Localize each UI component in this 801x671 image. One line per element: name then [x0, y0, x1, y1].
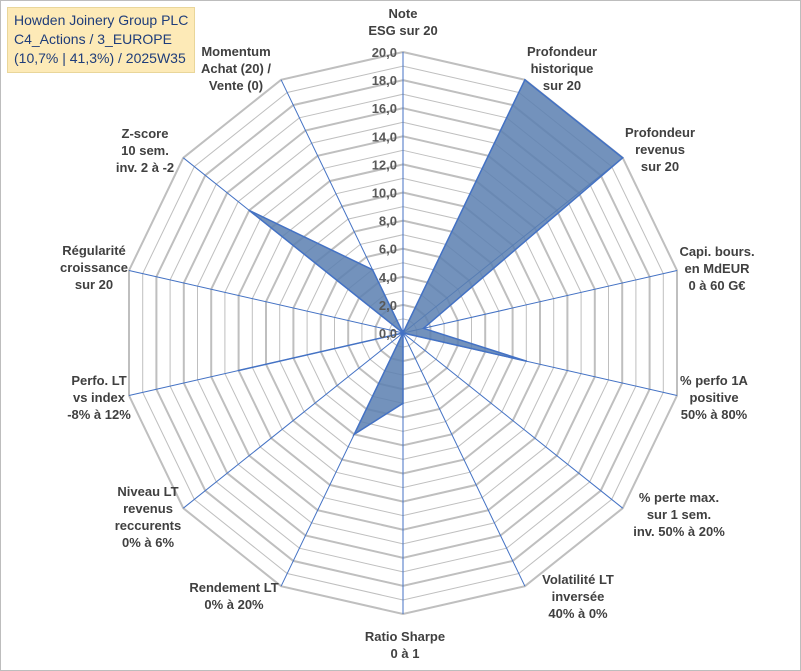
label-layer: Note ESG sur 20 Profondeur historique sur 20…: [60, 6, 755, 661]
axis-label: Ratio Sharpe 0 à 1: [365, 629, 445, 661]
axis-label-line: sur 20: [641, 159, 679, 174]
axis-label-line: Note: [389, 6, 418, 21]
axis-label-line: Niveau LT: [117, 484, 178, 499]
tick-label: 2,0: [379, 298, 397, 313]
chart-title-box: Howden Joinery Group PLC C4_Actions / 3_…: [7, 7, 196, 73]
axis-label-line: ESG sur 20: [368, 23, 437, 38]
tick-label: 20,0: [372, 45, 397, 60]
axis-spoke: [128, 270, 404, 334]
axis-label-line: Achat (20) /: [201, 61, 271, 76]
data-point: [237, 369, 240, 372]
axis-label-line: Momentum: [201, 44, 270, 59]
axis-label-line: 10 sem.: [121, 143, 169, 158]
axis-label-line: positive: [689, 390, 738, 405]
axis-label-line: 50% à 80%: [681, 407, 748, 422]
title-line-3: (10,7% | 41,3%) / 2025W35: [14, 50, 186, 66]
axis-label: Niveau LT revenus reccurents 0% à 6%: [115, 484, 181, 550]
axis-label: % perfo 1A positive 50% à 80%: [680, 373, 749, 422]
axis-label-line: sur 20: [75, 277, 113, 292]
axis-label-line: inv. 50% à 20%: [633, 524, 725, 539]
axis-label: Momentum Achat (20) / Vente (0): [201, 44, 271, 93]
axis-label: % perte max. sur 1 sem. inv. 50% à 20%: [633, 490, 725, 539]
axis-label: Note ESG sur 20: [368, 6, 437, 38]
axis-label-line: en MdEUR: [685, 261, 751, 276]
axis-label-line: -8% à 12%: [67, 407, 131, 422]
axis-label-line: sur 1 sem.: [647, 507, 711, 522]
axis-label-line: Profondeur: [527, 44, 597, 59]
axis-label-line: inv. 2 à -2: [116, 160, 174, 175]
axis-label-line: 0% à 6%: [122, 535, 174, 550]
axis-label: Rendement LT 0% à 20%: [189, 580, 278, 612]
axis-label-line: vs index: [73, 390, 126, 405]
data-point: [525, 360, 528, 362]
data-point: [353, 433, 356, 436]
axis-label-line: revenus: [635, 142, 685, 157]
axis-label-line: Perfo. LT: [71, 373, 126, 388]
data-point: [402, 402, 404, 405]
data-point: [371, 268, 374, 271]
axis-label-line: % perfo 1A: [680, 373, 749, 388]
data-point: [422, 327, 425, 330]
axis-label: Profondeur revenus sur 20: [625, 125, 695, 174]
axis-label-line: Régularité: [62, 243, 126, 258]
tick-label: 0,0: [379, 326, 397, 341]
axis-label-line: Rendement LT: [189, 580, 278, 595]
axis-label-line: Volatilité LT: [542, 572, 614, 587]
tick-label: 8,0: [379, 214, 397, 229]
axis-label: Z-score 10 sem. inv. 2 à -2: [116, 126, 174, 175]
axis-label: Profondeur historique sur 20: [527, 44, 597, 93]
axis-label-line: Capi. bours.: [679, 244, 754, 259]
data-point: [248, 209, 250, 212]
axis-label: Régularité croissance sur 20: [60, 243, 128, 292]
axis-label-line: inversée: [552, 589, 605, 604]
axis-label-line: reccurents: [115, 518, 181, 533]
series-area: [238, 78, 624, 437]
axis-label: Volatilité LT inversée 40% à 0%: [542, 572, 614, 621]
axis-label-line: 0 à 60 G€: [688, 278, 745, 293]
tick-label: 4,0: [379, 270, 397, 285]
axis-spoke: [402, 270, 678, 334]
axis-label-line: Ratio Sharpe: [365, 629, 445, 644]
title-line-2: C4_Actions / 3_EUROPE: [14, 31, 172, 47]
axis-label-line: Vente (0): [209, 78, 263, 93]
title-line-1: Howden Joinery Group PLC: [14, 12, 189, 28]
tick-label: 10,0: [372, 186, 397, 201]
tick-label: 6,0: [379, 242, 397, 257]
series-layer: [237, 78, 624, 437]
axis-label-line: croissance: [60, 260, 128, 275]
axis-label-line: 0 à 1: [391, 646, 420, 661]
axis-label-line: % perte max.: [639, 490, 719, 505]
data-point: [524, 79, 526, 81]
axis-spoke: [402, 332, 526, 587]
axis-label-line: revenus: [123, 501, 173, 516]
axis-label-line: 40% à 0%: [548, 606, 608, 621]
axis-label-line: Z-score: [122, 126, 169, 141]
axis-label-line: Profondeur: [625, 125, 695, 140]
tick-label: 16,0: [372, 101, 397, 116]
axis-spoke: [402, 332, 624, 509]
axis-label-line: 0% à 20%: [204, 597, 264, 612]
axis-spoke: [182, 332, 404, 509]
axis-label: Capi. bours. en MdEUR 0 à 60 G€: [679, 244, 754, 293]
tick-label: 14,0: [372, 129, 397, 144]
tick-label: 18,0: [372, 73, 397, 88]
axis-label-line: historique: [531, 61, 594, 76]
tick-label: 12,0: [372, 157, 397, 172]
data-point: [402, 332, 404, 334]
axis-label-line: sur 20: [543, 78, 581, 93]
data-point: [621, 157, 624, 159]
axis-label: Perfo. LT vs index -8% à 12%: [67, 373, 131, 422]
tick-layer: 0,0 2,0 4,0 6,0 8,0 10,0 12,0 14,0 16,0 18,0 20,0: [372, 45, 397, 341]
